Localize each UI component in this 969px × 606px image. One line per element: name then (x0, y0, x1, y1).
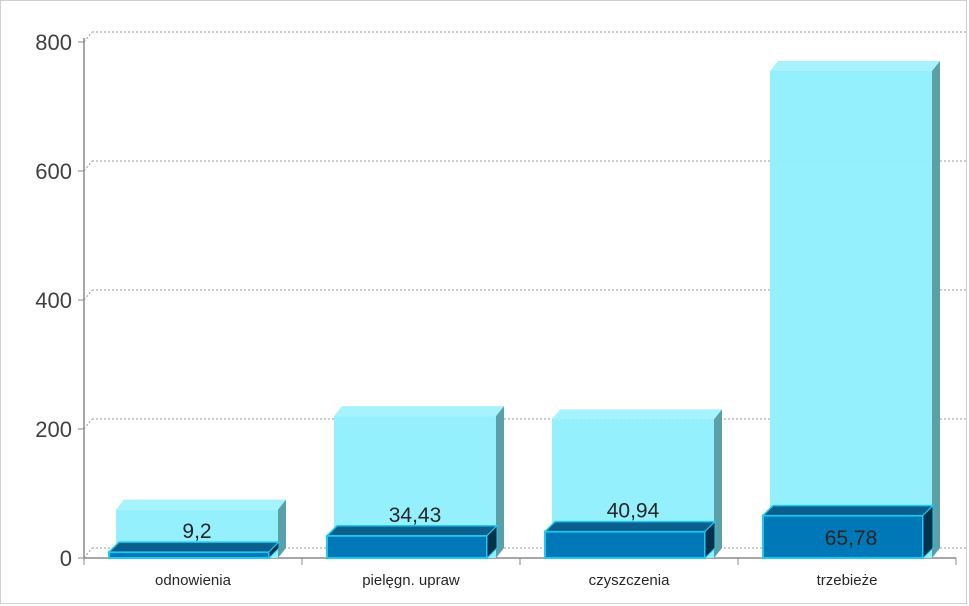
gridline-depth (83, 160, 93, 172)
gridline-depth (83, 418, 93, 430)
gridline-depth (83, 547, 93, 559)
bar-top (761, 504, 935, 517)
bar (762, 514, 924, 559)
bar-background-top (116, 499, 286, 510)
bar-side (922, 504, 934, 560)
data-label: 34,43 (389, 504, 442, 527)
bar-top (543, 520, 717, 533)
x-tick-label: czyszczenia (589, 572, 671, 589)
bar-background-side (278, 499, 286, 558)
bar-top (325, 525, 499, 537)
bar-top (107, 541, 281, 553)
bar-side (268, 540, 280, 560)
bar-background (770, 71, 932, 559)
bar (544, 530, 706, 559)
bar-background-side (496, 406, 504, 558)
bar-background-top (552, 409, 722, 420)
y-tick-label: 800 (35, 30, 72, 55)
y-tick-label: 0 (60, 546, 72, 571)
y-tick-label: 400 (35, 288, 72, 313)
x-tick-label: odnowienia (155, 572, 232, 589)
data-label: 40,94 (607, 500, 660, 523)
bar-background-top (770, 61, 940, 72)
bar-background-side (714, 409, 722, 558)
bar-background-top (334, 406, 504, 417)
y-tick-label: 200 (35, 417, 72, 442)
gridline-depth (83, 289, 93, 301)
bar-background-side (932, 61, 940, 559)
gridline-depth (83, 31, 93, 43)
bar-side (486, 524, 498, 560)
data-label: 9,2 (182, 520, 211, 543)
bar (326, 534, 488, 560)
x-tick-label: trzebieże (817, 572, 878, 589)
x-tick-label: pielęgn. upraw (362, 572, 460, 589)
bar (108, 551, 270, 559)
data-label: 65,78 (825, 527, 878, 550)
bar-side (704, 520, 716, 560)
y-tick-label: 600 (35, 159, 72, 184)
